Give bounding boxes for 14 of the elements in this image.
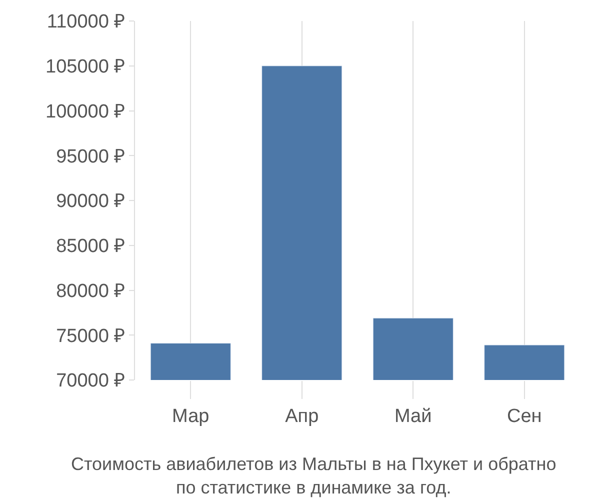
y-tick-label: 95000 ₽ bbox=[56, 146, 126, 168]
y-tick-label: 80000 ₽ bbox=[56, 280, 126, 302]
y-tick-label: 85000 ₽ bbox=[56, 236, 126, 258]
y-tick-label: 90000 ₽ bbox=[56, 191, 126, 212]
x-tick-label: Мар bbox=[172, 406, 210, 427]
x-tick-label: Апр bbox=[285, 406, 319, 427]
x-tick-label: Май bbox=[394, 406, 432, 427]
y-tick-label: 105000 ₽ bbox=[46, 56, 126, 78]
x-tick-label: Сен bbox=[506, 406, 542, 427]
text: Стоимость авиабилетов из Мальты в на Пхукет и обратно по статистике в динамике за год. bbox=[71, 454, 556, 498]
y-tick-label: 75000 ₽ bbox=[56, 326, 126, 347]
y-tick-label: 70000 ₽ bbox=[56, 370, 126, 392]
y-tick-label: 100000 ₽ bbox=[46, 101, 126, 122]
y-tick-label: 110000 ₽ bbox=[46, 12, 126, 33]
